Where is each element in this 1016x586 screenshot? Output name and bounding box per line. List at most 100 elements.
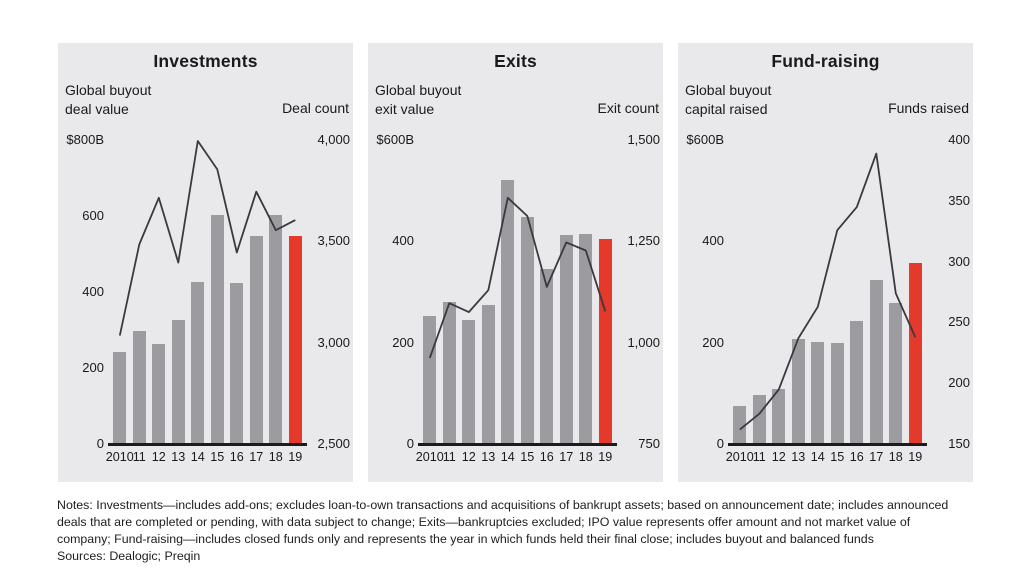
footnotes: Notes: Investments—includes add-ons; exc… bbox=[57, 497, 992, 565]
x-axis-label: 19 bbox=[598, 450, 613, 464]
bar-13 bbox=[791, 339, 805, 443]
y-axis-tick: 200 bbox=[702, 334, 724, 350]
x-axis-label: 18 bbox=[268, 450, 283, 464]
bar-14 bbox=[811, 341, 825, 443]
bar-2010 bbox=[113, 351, 127, 443]
bar-11 bbox=[132, 330, 146, 443]
x-axis-label: 12 bbox=[151, 450, 166, 464]
bar-18 bbox=[269, 215, 283, 443]
x-axis-label: 14 bbox=[500, 450, 515, 464]
y-axis-tick: $600B bbox=[376, 132, 414, 147]
bar-2010 bbox=[733, 406, 747, 443]
left-axis-caption: Global buyout deal value bbox=[65, 81, 151, 119]
y-axis-tick: $800B bbox=[66, 132, 104, 147]
x-axis-label: 15 bbox=[830, 450, 845, 464]
x-axis-label: 2010 bbox=[105, 450, 134, 464]
left-axis-caption-line: Global buyout bbox=[685, 82, 772, 98]
left-axis-caption-line: capital raised bbox=[685, 101, 768, 117]
y2-axis-tick: 3,500 bbox=[317, 233, 350, 249]
notes-line: Notes: Investments—includes add-ons; exc… bbox=[57, 498, 949, 512]
x-axis-label: 17 bbox=[249, 450, 264, 464]
bar-16 bbox=[230, 283, 244, 443]
y2-axis-tick: 400 bbox=[948, 132, 970, 147]
chart-title: Investments bbox=[153, 51, 258, 71]
left-axis-caption: Global buyout capital raised bbox=[685, 81, 771, 119]
x-axis-line bbox=[418, 443, 617, 446]
bar-11 bbox=[752, 394, 766, 443]
x-axis-label: 16 bbox=[539, 450, 554, 464]
x-axis-label: 14 bbox=[190, 450, 205, 464]
x-axis-label: 17 bbox=[559, 450, 574, 464]
bar-15 bbox=[520, 216, 534, 443]
x-axis-label: 2010 bbox=[415, 450, 444, 464]
bar-16 bbox=[850, 321, 864, 443]
right-axis-caption: Exit count bbox=[597, 100, 659, 116]
x-axis-label: 16 bbox=[229, 450, 244, 464]
y2-axis-tick: 200 bbox=[948, 375, 970, 391]
x-axis-label: 12 bbox=[461, 450, 476, 464]
y2-axis-tick: 1,250 bbox=[627, 233, 660, 249]
x-axis-label: 12 bbox=[771, 450, 786, 464]
x-axis-label: 17 bbox=[869, 450, 884, 464]
notes-line: company; Fund-raising—includes closed fu… bbox=[57, 532, 874, 546]
x-axis-label: 19 bbox=[288, 450, 303, 464]
y-axis-tick: 400 bbox=[392, 233, 414, 249]
left-axis-caption-line: deal value bbox=[65, 101, 129, 117]
bar-12 bbox=[152, 344, 166, 443]
left-axis-caption-line: Global buyout bbox=[65, 82, 152, 98]
bar-12 bbox=[772, 388, 786, 443]
y-axis-tick: 0 bbox=[96, 436, 104, 451]
x-axis-label: 18 bbox=[888, 450, 903, 464]
y-axis-tick: 600 bbox=[82, 208, 104, 223]
bar-18 bbox=[579, 234, 593, 443]
y-axis-tick: 400 bbox=[702, 233, 724, 249]
x-axis-label: 16 bbox=[849, 450, 864, 464]
y-axis-tick: $600B bbox=[686, 132, 724, 147]
notes-line: deals that are completed or pending, wit… bbox=[57, 515, 911, 529]
left-axis-caption-line: Global buyout bbox=[375, 82, 462, 98]
x-axis-label: 11 bbox=[132, 450, 146, 464]
right-axis-caption: Deal count bbox=[282, 100, 349, 116]
chart-panel-fund-raising: Fund-raising Global buyout capital raised F… bbox=[678, 43, 973, 482]
bar-14 bbox=[501, 179, 515, 443]
left-axis-caption: Global buyout exit value bbox=[375, 81, 461, 119]
x-axis-label: 11 bbox=[752, 450, 766, 464]
y2-axis-tick: 250 bbox=[948, 314, 970, 330]
x-axis-label: 13 bbox=[481, 450, 496, 464]
bar-19 bbox=[908, 262, 922, 443]
y2-axis-tick: 150 bbox=[948, 436, 970, 451]
y-axis-tick: 0 bbox=[716, 436, 724, 451]
chart-title: Fund-raising bbox=[771, 51, 880, 71]
bar-15 bbox=[210, 215, 224, 443]
x-axis-label: 2010 bbox=[725, 450, 754, 464]
bar-14 bbox=[191, 281, 205, 443]
bar-19 bbox=[598, 238, 612, 443]
x-axis-line bbox=[108, 443, 307, 446]
y2-axis-tick: 300 bbox=[948, 253, 970, 269]
bar-11 bbox=[442, 302, 456, 443]
bar-13 bbox=[171, 319, 185, 443]
x-axis-label: 11 bbox=[442, 450, 456, 464]
y2-axis-tick: 2,500 bbox=[317, 436, 350, 451]
x-axis-label: 19 bbox=[908, 450, 923, 464]
x-axis-label: 14 bbox=[810, 450, 825, 464]
y-axis-tick: 200 bbox=[82, 360, 104, 375]
chart-panel-exits: Exits Global buyout exit value Exit count $6… bbox=[368, 43, 663, 482]
x-axis-label: 15 bbox=[520, 450, 535, 464]
y2-axis-tick: 1,000 bbox=[627, 334, 660, 350]
right-axis-caption: Funds raised bbox=[888, 100, 969, 116]
x-axis-label: 15 bbox=[210, 450, 225, 464]
bar-15 bbox=[830, 342, 844, 443]
chart-title: Exits bbox=[494, 51, 537, 71]
sources-line: Sources: Dealogic; Preqin bbox=[57, 549, 201, 563]
y-axis-tick: 400 bbox=[82, 284, 104, 299]
bar-16 bbox=[540, 268, 554, 443]
bar-17 bbox=[249, 235, 263, 443]
y2-axis-tick: 350 bbox=[948, 192, 970, 208]
y2-axis-tick: 750 bbox=[638, 436, 660, 451]
bar-17 bbox=[559, 235, 573, 443]
y-axis-tick: 200 bbox=[392, 334, 414, 350]
bar-12 bbox=[462, 320, 476, 443]
left-axis-caption-line: exit value bbox=[375, 101, 435, 117]
